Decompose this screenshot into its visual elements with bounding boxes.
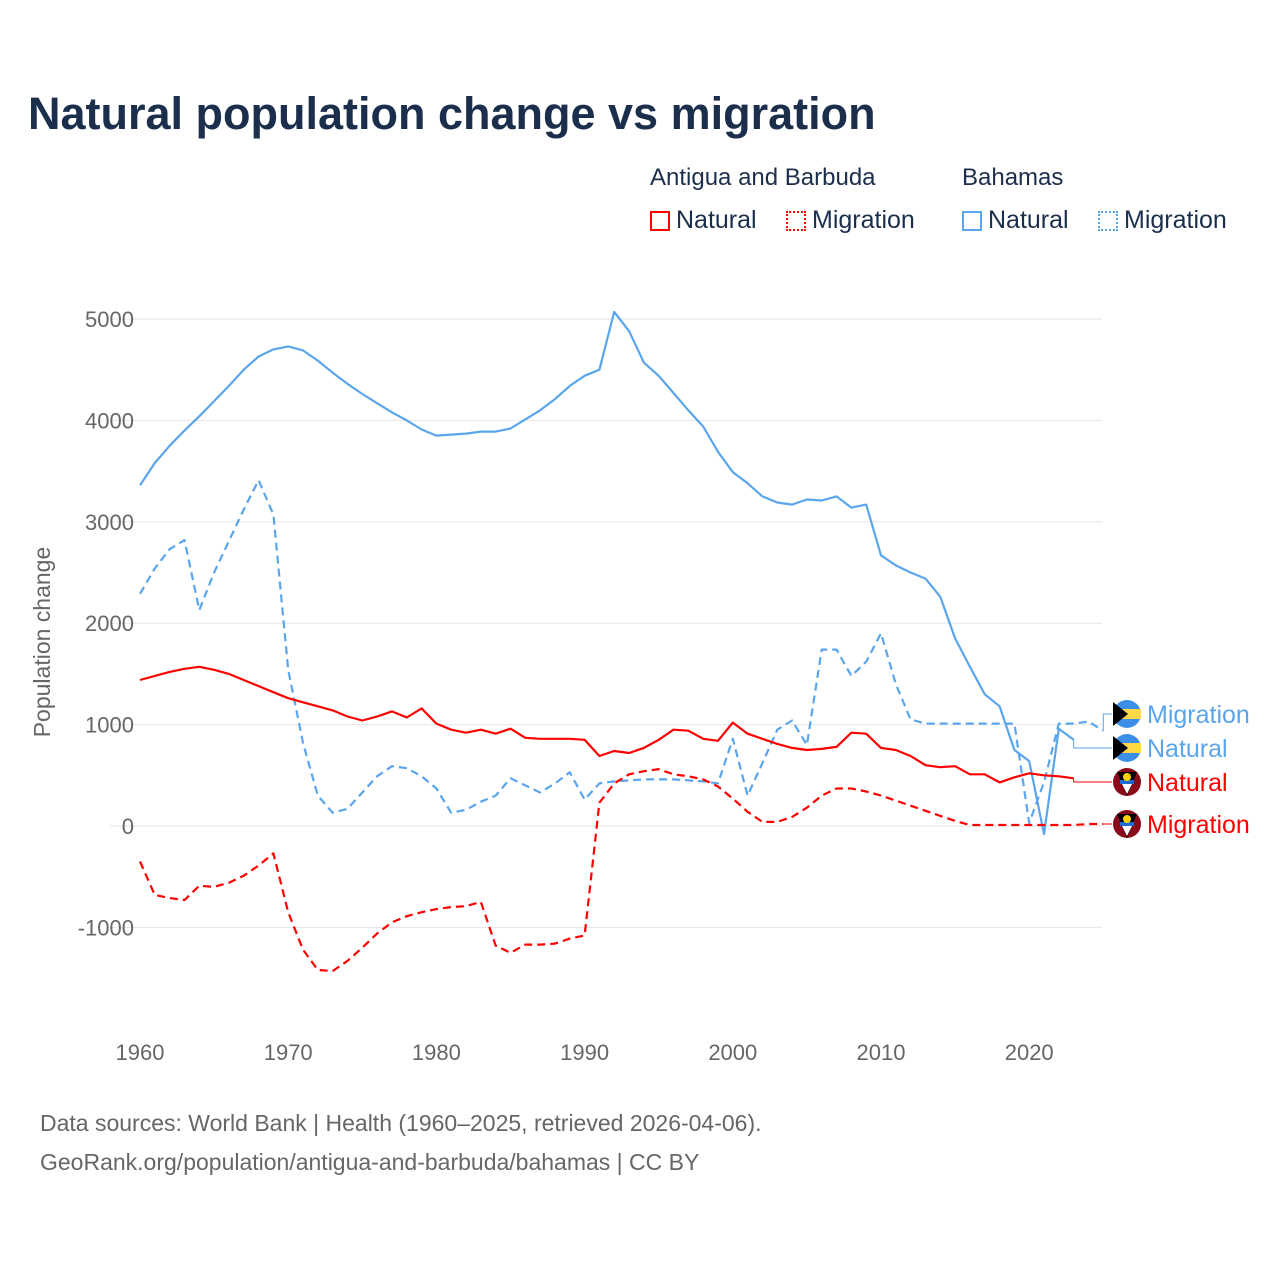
- x-tick-label: 1990: [560, 1040, 609, 1065]
- legend-group-bahamas: Bahamas: [962, 164, 1064, 191]
- antigua-flag-stripe: [1120, 822, 1134, 826]
- footer-attribution[interactable]: GeoRank.org/population/antigua-and-barbu…: [40, 1149, 700, 1175]
- series-line-antigua-and-barbuda-migration: [138, 768, 1104, 973]
- x-tick-label: 1970: [264, 1040, 313, 1065]
- antigua-flag-sun: [1123, 773, 1131, 781]
- y-tick-label: 4000: [85, 408, 134, 433]
- y-tick-label: 3000: [85, 510, 134, 535]
- y-tick-label: 5000: [85, 307, 134, 332]
- x-tick-label: 2020: [1005, 1040, 1054, 1065]
- y-tick-label: 1000: [85, 713, 134, 738]
- end-label-natural: Natural: [1147, 769, 1228, 797]
- x-tick-label: 2000: [708, 1040, 757, 1065]
- legend-label: Natural: [676, 206, 757, 234]
- bahamas-flag-triangle: [1113, 736, 1128, 760]
- antigua-flag-stripe: [1120, 780, 1134, 784]
- y-tick-label: 0: [122, 814, 134, 839]
- antigua-flag-white: [1122, 826, 1132, 836]
- y-tick-label: -1000: [78, 915, 134, 940]
- legend-swatch-dotted-icon: [786, 210, 806, 231]
- y-axis-label: Population change: [29, 547, 55, 738]
- series-line-bahamas-natural: [139, 310, 1075, 836]
- legend-antigua-migration[interactable]: Migration: [786, 206, 915, 235]
- x-tick-label: 2010: [857, 1040, 906, 1065]
- end-label-connector: [1102, 713, 1112, 731]
- chart-title: Natural population change vs migration: [28, 88, 876, 139]
- legend-label: Migration: [1124, 206, 1227, 234]
- legend-label: Migration: [812, 206, 915, 234]
- end-label-natural: Natural: [1147, 735, 1228, 763]
- legend-label: Natural: [988, 206, 1069, 234]
- antigua-flag-white: [1122, 784, 1132, 794]
- series-line-bahamas-migration: [139, 479, 1104, 825]
- series-line-antigua-and-barbuda-natural: [139, 665, 1074, 784]
- legend-swatch-solid-icon: [650, 210, 670, 231]
- end-label-migration: Migration: [1147, 701, 1250, 729]
- legend-group-antigua: Antigua and Barbuda: [650, 164, 876, 191]
- y-tick-label: 2000: [85, 611, 134, 636]
- footer-sources: Data sources: World Bank | Health (1960–…: [40, 1110, 762, 1136]
- legend-bahamas-migration[interactable]: Migration: [1098, 206, 1227, 235]
- end-label-connector: [1073, 778, 1112, 783]
- end-label-connector: [1073, 739, 1112, 749]
- legend-bahamas-natural[interactable]: Natural: [962, 206, 1069, 235]
- antigua-flag-sun: [1123, 815, 1131, 823]
- bahamas-flag-triangle: [1113, 702, 1128, 726]
- legend-swatch-solid-icon: [962, 210, 982, 231]
- x-tick-label: 1960: [116, 1040, 165, 1065]
- legend-antigua-natural[interactable]: Natural: [650, 206, 757, 235]
- end-label-migration: Migration: [1147, 811, 1250, 839]
- legend-swatch-dotted-icon: [1098, 210, 1118, 231]
- x-tick-label: 1980: [412, 1040, 461, 1065]
